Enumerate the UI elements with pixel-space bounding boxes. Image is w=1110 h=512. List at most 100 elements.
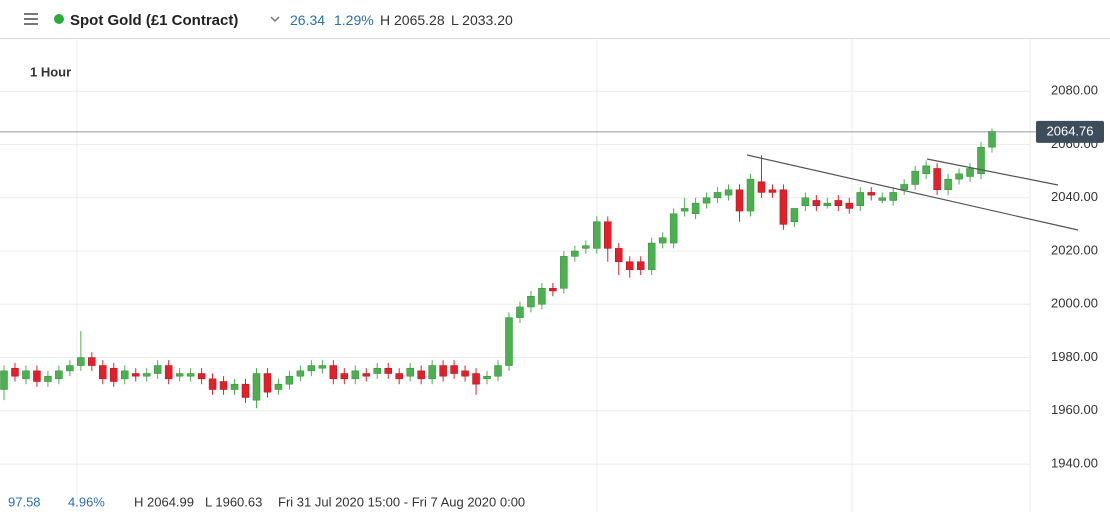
candle-body <box>252 373 261 401</box>
candle-body <box>121 370 129 380</box>
trend-line <box>926 158 1059 186</box>
candle-body <box>99 365 107 380</box>
candle-body <box>560 256 568 289</box>
candle-body <box>527 296 535 308</box>
candle-body <box>933 168 941 191</box>
candle-body <box>900 184 908 191</box>
candle-body <box>307 365 316 372</box>
candle-body <box>549 288 557 292</box>
candle-body <box>219 381 228 390</box>
candle-body <box>22 370 30 380</box>
interval-label[interactable]: 1 Hour <box>30 64 71 79</box>
footer-pct: 4.96% <box>68 494 105 509</box>
candle-body <box>494 365 502 377</box>
y-tick-label: 1980.00 <box>1051 349 1098 364</box>
candle-body <box>834 200 843 207</box>
candle-body <box>516 306 524 318</box>
candle-body <box>593 221 601 249</box>
candle-body <box>790 208 799 222</box>
candle-body <box>702 197 711 204</box>
candle-body <box>450 365 458 374</box>
last-price-box <box>1036 120 1104 143</box>
candle-body <box>197 373 206 380</box>
candle-body <box>966 168 974 177</box>
candle-body <box>351 370 360 380</box>
y-tick-label: 2080.00 <box>1051 83 1098 98</box>
footer-range: Fri 31 Jul 2020 15:00 - Fri 7 Aug 2020 0… <box>278 494 525 509</box>
change: 26.34 <box>290 12 326 28</box>
candle-body <box>867 192 875 196</box>
y-tick-label: 2040.00 <box>1051 189 1098 204</box>
candle-body <box>44 375 52 382</box>
candle-body <box>33 370 41 382</box>
menu-icon[interactable] <box>24 13 38 25</box>
candle-body <box>779 189 788 225</box>
candle-body <box>274 383 283 390</box>
candle-body <box>801 197 810 207</box>
candle-body <box>417 370 425 380</box>
candle-body <box>571 250 579 257</box>
footer-low: L 1960.63 <box>205 494 262 509</box>
header: Spot Gold (£1 Contract) 26.34 1.29% H 20… <box>0 0 1110 39</box>
candle-body <box>77 357 85 366</box>
candle-body <box>439 365 447 377</box>
candle-body <box>505 317 513 366</box>
candle-body <box>153 365 162 374</box>
candle-body <box>472 373 480 385</box>
candle-body <box>318 365 327 369</box>
instrument-title[interactable]: Spot Gold (£1 Contract) <box>70 12 239 29</box>
dropdown[interactable] <box>270 16 280 24</box>
candle-body <box>66 365 74 372</box>
candle-body <box>175 373 184 377</box>
candle-body <box>713 192 722 199</box>
candle-body <box>428 365 436 380</box>
candle-body <box>582 245 590 249</box>
candle-body <box>878 197 886 201</box>
candle-body <box>988 130 996 148</box>
candle-body <box>746 178 755 212</box>
candle-body <box>658 237 667 244</box>
candle-body <box>110 367 118 382</box>
day-low: L 2033.20 <box>451 12 513 28</box>
candle-body <box>856 192 865 207</box>
candle-body <box>263 373 272 393</box>
y-tick-label: 2000.00 <box>1051 296 1098 311</box>
candle-body <box>362 373 371 377</box>
candle-body <box>757 181 766 193</box>
y-tick-label: 2020.00 <box>1051 242 1098 257</box>
candle-body <box>296 370 305 377</box>
candle-body <box>88 357 96 366</box>
candle-body <box>285 375 294 385</box>
candle-body <box>11 367 19 377</box>
candle-body <box>724 189 733 196</box>
candle-body <box>615 248 623 262</box>
candle-body <box>483 375 491 380</box>
candle-body <box>406 367 414 377</box>
footer-value: 97.58 <box>8 494 41 509</box>
y-tick-label: 1960.00 <box>1051 402 1098 417</box>
day-high: H 2065.28 <box>380 12 445 28</box>
candle-body <box>636 261 645 270</box>
candle-body <box>889 192 897 201</box>
candle-body <box>680 208 689 212</box>
candle-body <box>625 261 634 270</box>
candle-body <box>922 165 930 175</box>
candle-body <box>208 378 217 390</box>
status-dot <box>54 14 64 24</box>
candle-body <box>340 373 349 380</box>
candle-body <box>55 370 63 380</box>
y-tick-label: 1940.00 <box>1051 456 1098 471</box>
candle-body <box>911 170 919 185</box>
candle-body <box>977 146 985 175</box>
candle-body <box>131 373 140 377</box>
candle-body <box>845 202 854 209</box>
candle-body <box>461 370 469 377</box>
candle-body <box>142 373 151 377</box>
candle-body <box>944 178 952 191</box>
last-price-label: 2064.76 <box>1047 123 1094 138</box>
candle-body <box>604 221 612 249</box>
candle-body <box>164 365 173 380</box>
candle-body <box>735 189 744 212</box>
